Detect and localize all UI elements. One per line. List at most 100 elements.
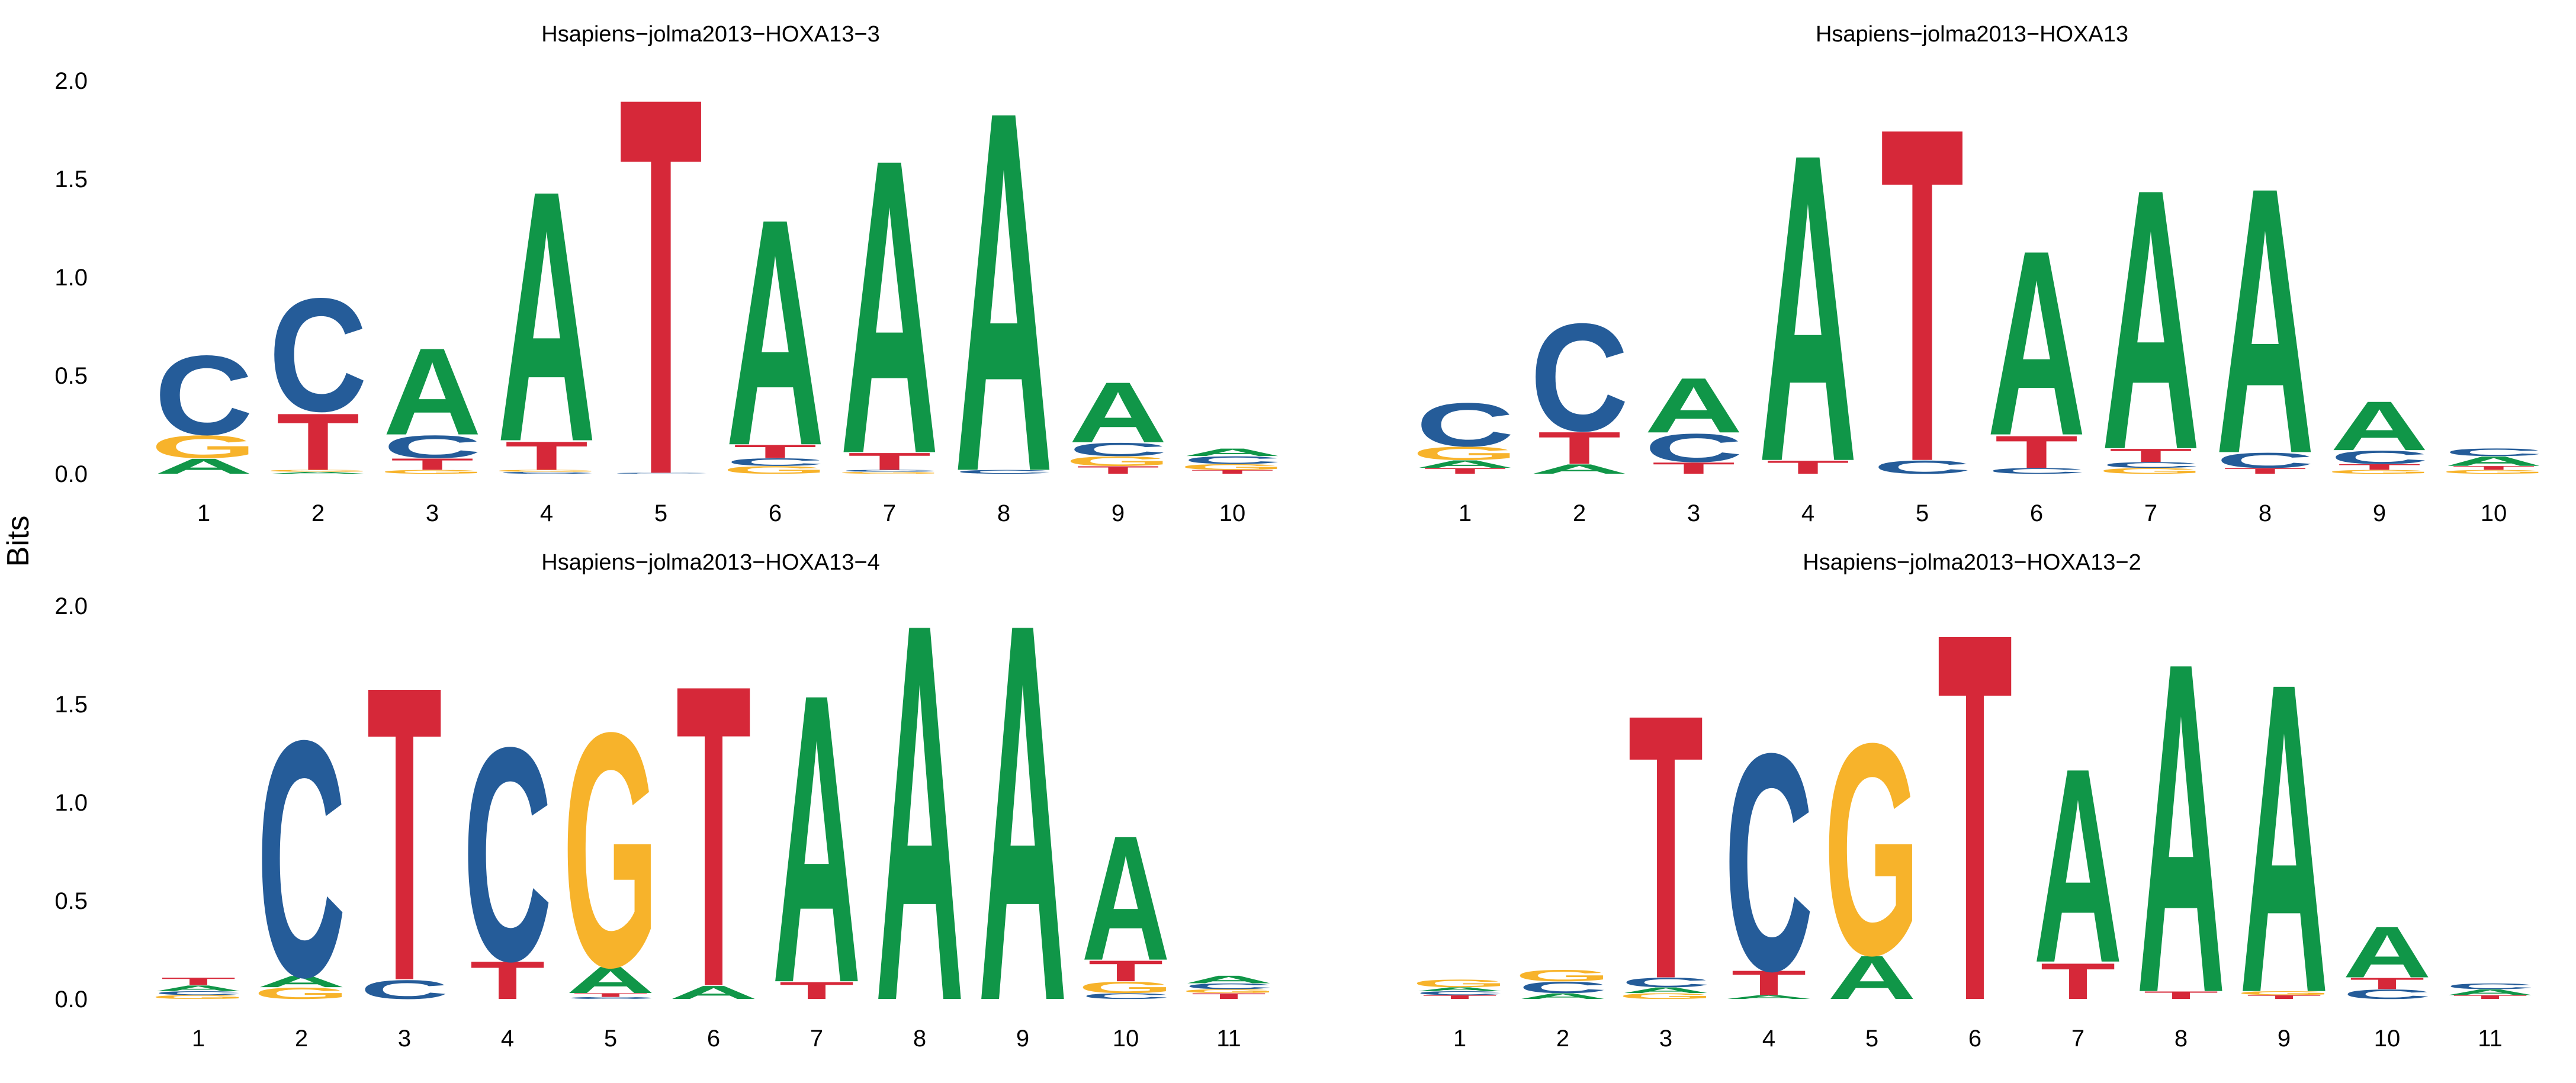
x-tick-label: 5 [1916, 500, 1929, 526]
x-tick-label: 3 [1659, 1026, 1672, 1052]
panel-title: Hsapiens−jolma2013−HOXA13−4 [541, 550, 879, 575]
logo-letter-A: A [155, 454, 253, 478]
logo-letter-C: C [257, 670, 346, 1047]
logo-letter-C: C [2330, 447, 2429, 468]
x-tick-label: 10 [2481, 500, 2507, 526]
logo-letter-A: A [1183, 446, 1281, 458]
logo-letter-C: C [2445, 446, 2543, 458]
logo-letter-C: C [840, 470, 939, 473]
logo-letter-T: T [2338, 462, 2421, 471]
logo-letter-T: T [1629, 637, 1704, 1058]
panel-title: Hsapiens−jolma2013−HOXA13−3 [541, 22, 879, 47]
logo-letter-A: A [2330, 387, 2429, 465]
logo-letter-T: T [1191, 992, 1267, 1001]
logo-letter-G: G [563, 664, 659, 1037]
logo-letter-A: A [383, 322, 481, 461]
logo-letter-A: A [1415, 986, 1504, 992]
logo-letter-T: T [573, 992, 648, 998]
logo-letter-A: A [1530, 461, 1629, 476]
logo-stack-4: TC [463, 684, 552, 1024]
logo-letter-T: T [161, 975, 236, 987]
x-tick-label: 8 [2259, 500, 2272, 526]
logo-letter-G: G [2326, 469, 2432, 475]
logo-letter-A: A [1759, 63, 1857, 554]
logo-letter-G: G [1618, 992, 1714, 1001]
x-tick-label: 9 [1112, 500, 1125, 526]
logo-letter-C: C [2446, 982, 2535, 991]
logo-letter-G: G [1065, 454, 1171, 468]
logo-stack-6: CTA [1987, 195, 2086, 491]
x-tick-label: 6 [707, 1026, 720, 1052]
logo-letter-T: T [2350, 975, 2425, 992]
x-tick-label: 2 [1556, 1026, 1569, 1052]
logo-letter-A: A [2446, 988, 2535, 997]
x-tick-label: 5 [604, 1026, 617, 1052]
logo-letter-G: G [722, 464, 828, 476]
logo-stack-7: TA [2034, 711, 2122, 1021]
logo-letter-G: G [1412, 443, 1518, 464]
logo-panel-2: Hsapiens−jolma2013−HOXA13TAGC1ATC2TCA3TA… [1412, 22, 2546, 561]
logo-letter-T: T [2247, 994, 2322, 1000]
logo-stack-4: ATC [1724, 689, 1813, 1036]
logo-letter-G: G [379, 469, 485, 475]
x-tick-label: 7 [2144, 500, 2157, 526]
logo-letter-C: C [1987, 467, 2086, 475]
x-tick-label: 8 [913, 1026, 926, 1052]
y-tick-label: 1.5 [54, 166, 88, 192]
logo-letter-T: T [505, 433, 589, 478]
logo-stack-5: AG [1824, 680, 1920, 1018]
logo-letter-A: A [772, 608, 861, 1069]
x-tick-label: 7 [2071, 1026, 2084, 1052]
logo-panels: Hsapiens−jolma2013−HOXA13−3 0.0 0.5 1.0 1.5 2… [54, 0, 2546, 1083]
logo-letter-A: A [154, 984, 243, 992]
logo-letter-T: T [2109, 445, 2193, 466]
logo-letter-C: C [1081, 992, 1170, 1001]
logo-panel-4: Hsapiens−jolma2013−HOXA13−2TCAG1ACG2GACT… [1412, 523, 2535, 1083]
x-tick-label: 6 [1968, 1026, 1981, 1052]
logo-letter-A: A [1518, 992, 1607, 1001]
x-tick-label: 9 [1016, 1026, 1029, 1052]
x-tick-label: 7 [810, 1026, 823, 1052]
logo-letter-A: A [1069, 364, 1167, 461]
x-tick-label: 8 [2174, 1026, 2188, 1052]
y-tick-label: 1.0 [54, 265, 88, 291]
x-tick-label: 4 [1762, 1026, 1775, 1052]
logo-stack-5: CT [1873, 28, 1971, 561]
logo-letter-C: C [1184, 982, 1273, 991]
logo-letter-T: T [619, 0, 703, 587]
logo-panel-1: Hsapiens−jolma2013−HOXA13−3 0.0 0.5 1.0 1.5 2… [54, 0, 1285, 587]
logo-panel-3: Hsapiens−jolma2013−HOXA13−4 0.0 0.5 1.0 1.5 2… [54, 510, 1276, 1083]
logo-letter-T: T [1538, 423, 1621, 474]
logo-letter-G: G [150, 429, 256, 465]
logo-letter-C: C [497, 471, 596, 474]
logo-letter-A: A [269, 471, 367, 474]
x-tick-label: 3 [1687, 500, 1700, 526]
x-tick-label: 10 [1113, 1026, 1139, 1052]
x-tick-label: 1 [1453, 1026, 1466, 1052]
x-tick-label: 2 [311, 500, 325, 526]
logo-letter-C: C [269, 264, 367, 445]
logo-letter-A: A [875, 510, 964, 1083]
y-tick-label: 0.5 [54, 888, 88, 914]
logo-stack-2: GAC [253, 670, 349, 1047]
logo-letter-C: C [955, 469, 1053, 475]
logo-stack-8: TA [2137, 565, 2225, 1083]
logo-stack-4: TA [1759, 63, 1857, 554]
x-tick-label: 6 [2030, 500, 2043, 526]
logo-letter-C: C [1621, 975, 1710, 990]
logo-letter-G: G [2098, 467, 2204, 475]
logo-letter-G: G [253, 984, 349, 1002]
logo-letter-T: T [1938, 523, 2013, 1083]
logo-letter-C: C [2216, 448, 2314, 473]
x-tick-label: 1 [197, 500, 210, 526]
